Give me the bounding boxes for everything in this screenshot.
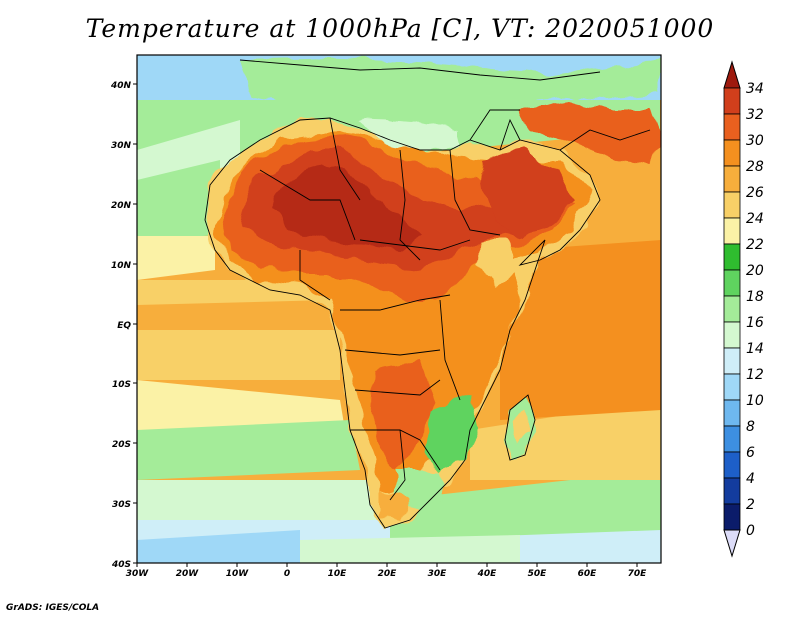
lat-label: 20N (111, 201, 132, 211)
lon-labels: 30W 20W 10W 0 10E 20E 30E 40E 50E 60E 70… (126, 569, 647, 579)
colorbar-label: 2 (746, 497, 755, 513)
lon-label: 70E (628, 569, 648, 579)
colorbar-label: 8 (746, 419, 755, 435)
lat-label: 30S (112, 500, 131, 510)
colorbar-segment (723, 243, 741, 271)
colorbar-label: 26 (746, 185, 764, 201)
colorbar-segment (723, 113, 741, 141)
grads-credit: GrADS: IGES/COLA (6, 603, 100, 613)
lon-label: 0 (284, 569, 290, 579)
colorbar-label: 34 (746, 81, 764, 97)
country-borders (204, 59, 651, 529)
lon-label: 20E (378, 569, 398, 579)
lon-label: 10E (328, 569, 348, 579)
colorbar-segment (723, 165, 741, 193)
map-frame (136, 54, 662, 564)
lat-label: 10N (111, 261, 132, 271)
colorbar-segment (723, 217, 741, 245)
colorbar-label: 10 (746, 393, 764, 409)
colorbar-segment (723, 191, 741, 219)
colorbar-label: 28 (746, 159, 764, 175)
lon-label: 10W (226, 569, 250, 579)
colorbar-segment (723, 321, 741, 349)
lon-label: 20W (176, 569, 200, 579)
colorbar-segment (723, 425, 741, 453)
chart-title: Temperature at 1000hPa [C], VT: 20200510… (85, 14, 715, 43)
colorbar-label: 22 (746, 237, 764, 253)
axis-ticks (133, 83, 638, 567)
lat-label: 20S (112, 440, 131, 450)
lat-label: 10S (112, 380, 131, 390)
colorbar-label: 30 (746, 133, 764, 149)
colorbar-label: 4 (746, 471, 755, 487)
lat-label: 40N (110, 81, 132, 91)
colorbar-label: 16 (746, 315, 764, 331)
colorbar-label: 32 (746, 107, 764, 123)
colorbar-label: 20 (746, 263, 764, 279)
colorbar-label: 0 (746, 523, 755, 539)
lat-label: EQ (117, 321, 131, 331)
lat-label: 30N (111, 141, 132, 151)
colorbar-segment (723, 139, 741, 167)
colorbar-label: 6 (746, 445, 755, 461)
lat-labels: 40N 30N 20N 10N EQ 10S 20S 30S 40S (110, 81, 132, 570)
lon-label: 30E (428, 569, 448, 579)
colorbar-segment (723, 347, 741, 375)
colorbar-segment (723, 503, 741, 531)
lon-label: 50E (528, 569, 548, 579)
colorbar-label: 12 (746, 367, 764, 383)
lat-label: 40S (111, 560, 131, 570)
lon-label: 60E (578, 569, 598, 579)
colorbar-segment (723, 87, 741, 115)
lon-label: 30W (126, 569, 150, 579)
lon-label: 40E (477, 569, 498, 579)
colorbar-top-arrow (723, 60, 741, 89)
colorbar-segment (723, 373, 741, 401)
temperature-field (137, 55, 661, 563)
colorbar-label: 18 (746, 289, 764, 305)
colorbar-label: 14 (746, 341, 764, 357)
colorbar-bottom-arrow (723, 529, 741, 558)
colorbar (723, 60, 741, 558)
colorbar-label: 24 (746, 211, 764, 227)
colorbar-segment (723, 269, 741, 297)
colorbar-segment (723, 451, 741, 479)
colorbar-segment (723, 477, 741, 505)
colorbar-segment (723, 399, 741, 427)
colorbar-segment (723, 295, 741, 323)
